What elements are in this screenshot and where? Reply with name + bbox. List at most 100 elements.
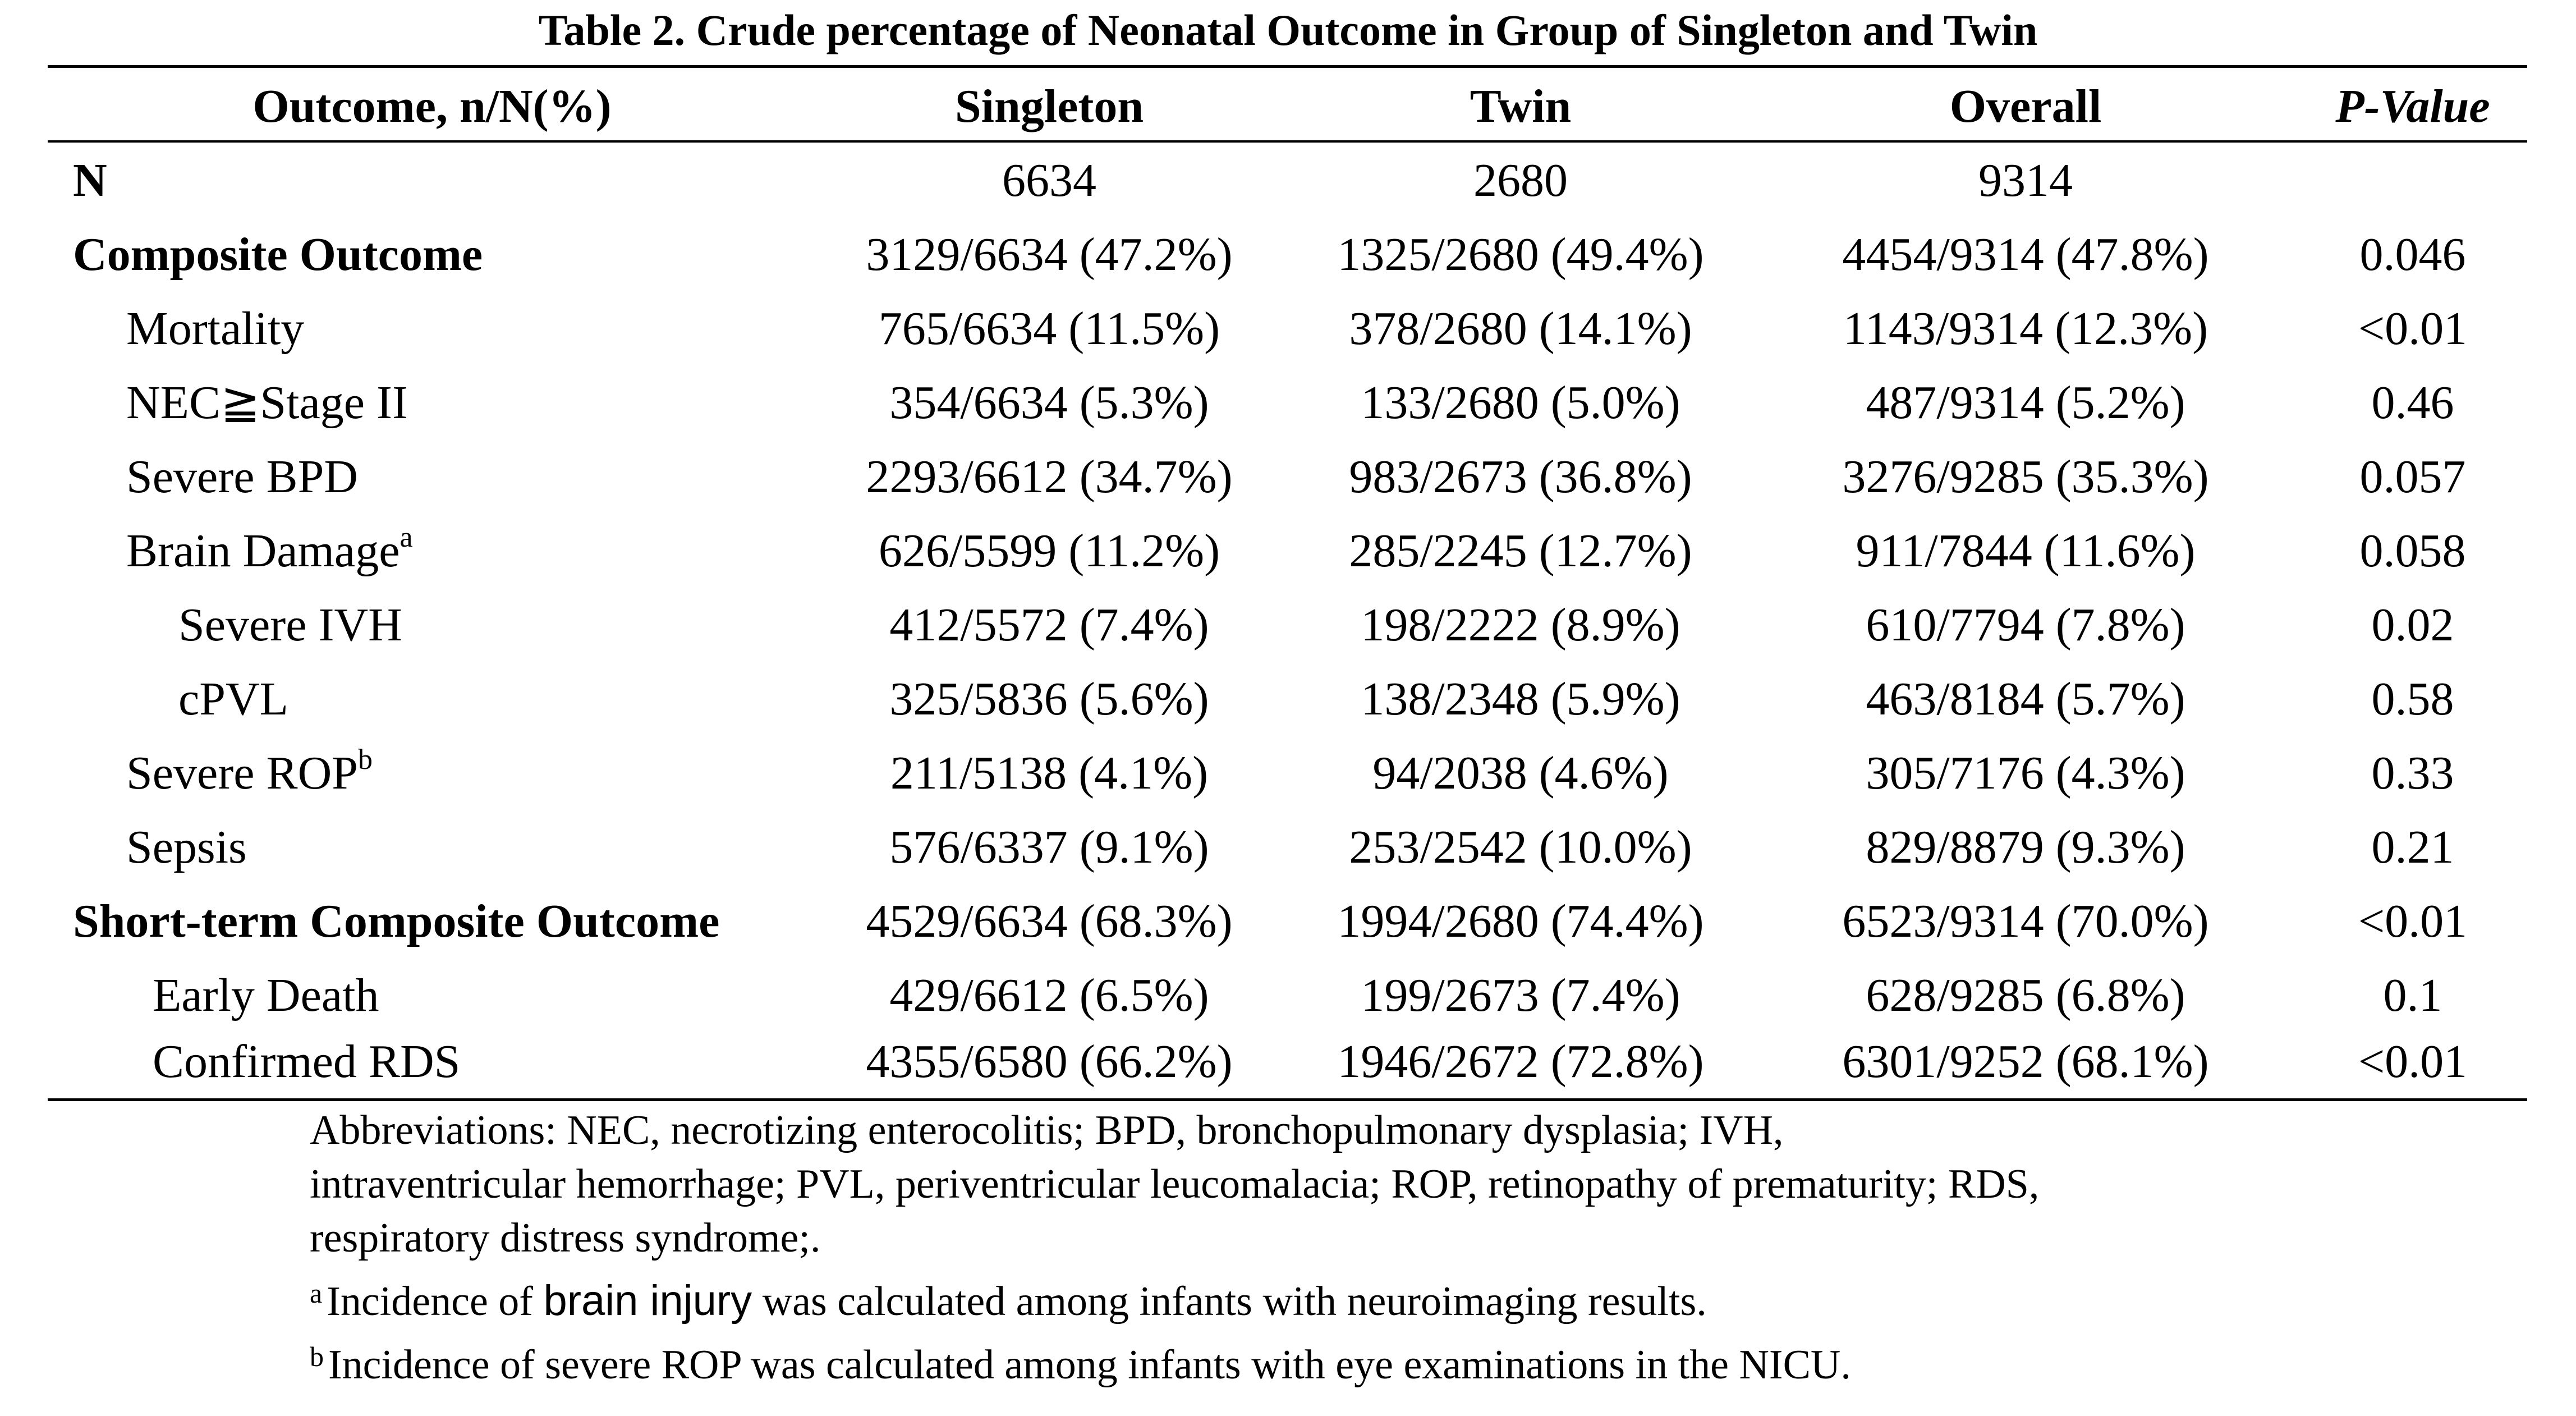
cell-overall: 4454/9314 (47.8%) <box>1842 228 2209 281</box>
cell-twin: 198/2222 (8.9%) <box>1361 599 1680 651</box>
cell-overall: 3276/9285 (35.3%) <box>1842 451 2209 503</box>
cell-singleton: 412/5572 (7.4%) <box>889 599 1209 651</box>
cell-overall: 463/8184 (5.7%) <box>1866 673 2185 725</box>
row-label: Early Death <box>153 969 379 1021</box>
cell-pvalue: <0.01 <box>2358 1035 2468 1088</box>
cell-pvalue: 0.058 <box>2359 525 2466 577</box>
cell-singleton: 3129/6634 (47.2%) <box>866 228 1233 281</box>
row-label: N <box>73 154 107 207</box>
row-label: Brain Damagea <box>126 514 413 588</box>
cell-overall: 610/7794 (7.8%) <box>1866 599 2185 651</box>
cell-pvalue: 0.21 <box>2371 821 2454 873</box>
row-label: NEC≧Stage II <box>126 377 408 429</box>
abbreviations-line: respiratory distress syndrome;. <box>310 1215 821 1261</box>
cell-singleton: 2293/6612 (34.7%) <box>866 451 1233 503</box>
header-twin: Twin <box>1470 80 1572 132</box>
cell-overall: 829/8879 (9.3%) <box>1866 821 2185 873</box>
table-header-rule <box>48 140 2527 143</box>
cell-pvalue: 0.046 <box>2359 228 2466 281</box>
footnote-marker: b <box>357 744 373 776</box>
table-row-brain-damage: Brain Damagea 626/5599 (11.2%) 285/2245 … <box>0 514 2576 588</box>
cell-overall: 6523/9314 (70.0%) <box>1842 895 2209 947</box>
table-row-severe-ivh: Severe IVH 412/5572 (7.4%) 198/2222 (8.9… <box>0 588 2576 662</box>
table-header-row: Outcome, n/N(%) Singleton Twin Overall P… <box>0 70 2576 144</box>
cell-twin: 1946/2672 (72.8%) <box>1337 1035 1704 1088</box>
cell-singleton: 4529/6634 (68.3%) <box>866 895 1233 947</box>
row-label: cPVL <box>178 673 288 725</box>
cell-pvalue: 0.33 <box>2371 747 2454 799</box>
cell-overall: 487/9314 (5.2%) <box>1866 377 2185 429</box>
cell-twin: 94/2038 (4.6%) <box>1372 747 1669 799</box>
cell-overall: 911/7844 (11.6%) <box>1856 525 2196 577</box>
footnote-b: b Incidence of severe ROP was calculated … <box>310 1338 1851 1396</box>
cell-pvalue <box>2244 144 2576 218</box>
row-label: Confirmed RDS <box>153 1035 461 1088</box>
cell-twin: 199/2673 (7.4%) <box>1361 969 1680 1021</box>
cell-singleton: 6634 <box>1002 154 1096 207</box>
footnote-a-text-after: was calculated among infants with neuroi… <box>752 1278 1707 1325</box>
cell-singleton: 576/6337 (9.1%) <box>889 821 1209 873</box>
table-row-early-death: Early Death 429/6612 (6.5%) 199/2673 (7.… <box>0 959 2576 1033</box>
table-row-sepsis: Sepsis 576/6337 (9.1%) 253/2542 (10.0%) … <box>0 810 2576 885</box>
cell-twin: 983/2673 (36.8%) <box>1349 451 1692 503</box>
cell-twin: 1994/2680 (74.4%) <box>1337 895 1704 947</box>
table-bottom-rule <box>48 1098 2527 1101</box>
row-label: Short-term Composite Outcome <box>73 895 720 947</box>
cell-pvalue: 0.46 <box>2371 377 2454 429</box>
abbreviations-footnote: Abbreviations: NEC, necrotizing enteroco… <box>310 1103 2039 1265</box>
cell-singleton: 429/6612 (6.5%) <box>889 969 1209 1021</box>
cell-pvalue: 0.58 <box>2371 673 2454 725</box>
footnote-a: a Incidence of brain injury was calculate… <box>310 1274 1707 1332</box>
table-row-n: N 6634 2680 9314 <box>0 144 2576 218</box>
table-row-severe-bpd: Severe BPD 2293/6612 (34.7%) 983/2673 (3… <box>0 440 2576 514</box>
table-row-cpvl: cPVL 325/5836 (5.6%) 138/2348 (5.9%) 463… <box>0 662 2576 736</box>
cell-pvalue: <0.01 <box>2358 895 2468 947</box>
row-label: Composite Outcome <box>73 228 483 281</box>
cell-singleton: 325/5836 (5.6%) <box>889 673 1209 725</box>
row-label: Severe IVH <box>178 599 402 651</box>
footnote-a-text-before: Incidence of <box>327 1278 544 1325</box>
header-outcome: Outcome, n/N(%) <box>252 80 612 132</box>
row-label: Severe BPD <box>126 451 358 503</box>
table-row-mortality: Mortality 765/6634 (11.5%) 378/2680 (14.… <box>0 292 2576 366</box>
cell-overall: 6301/9252 (68.1%) <box>1842 1035 2209 1088</box>
row-label-text: Severe ROP <box>126 747 358 799</box>
cell-twin: 1325/2680 (49.4%) <box>1337 228 1704 281</box>
table-row-nec: NEC≧Stage II 354/6634 (5.3%) 133/2680 (5… <box>0 366 2576 440</box>
footnote-b-text: Incidence of severe ROP was calculated a… <box>328 1342 1851 1388</box>
footnote-a-term: brain injury <box>543 1277 752 1325</box>
footnote-b-marker: b <box>310 1341 324 1372</box>
cell-singleton: 211/5138 (4.1%) <box>890 747 1209 799</box>
header-singleton: Singleton <box>954 80 1144 132</box>
table-top-rule <box>48 65 2527 68</box>
cell-twin: 133/2680 (5.0%) <box>1361 377 1680 429</box>
table-row-severe-rop: Severe ROPb 211/5138 (4.1%) 94/2038 (4.6… <box>0 736 2576 810</box>
row-label: Severe ROPb <box>126 736 373 810</box>
abbreviations-line: intraventricular hemorrhage; PVL, perive… <box>310 1161 2040 1207</box>
cell-pvalue: 0.057 <box>2359 451 2466 503</box>
row-label: Mortality <box>126 303 305 355</box>
row-label: Sepsis <box>126 821 247 873</box>
abbreviations-line: Abbreviations: NEC, necrotizing enteroco… <box>310 1107 1784 1153</box>
footnote-a-marker: a <box>310 1277 323 1309</box>
cell-pvalue: 0.1 <box>2383 969 2442 1021</box>
cell-twin: 285/2245 (12.7%) <box>1349 525 1692 577</box>
row-label-text: Brain Damage <box>126 525 400 577</box>
cell-overall: 305/7176 (4.3%) <box>1866 747 2185 799</box>
cell-singleton: 4355/6580 (66.2%) <box>866 1035 1233 1088</box>
cell-twin: 2680 <box>1473 154 1568 207</box>
cell-overall: 628/9285 (6.8%) <box>1866 969 2185 1021</box>
cell-singleton: 354/6634 (5.3%) <box>889 377 1209 429</box>
cell-pvalue: <0.01 <box>2358 303 2468 355</box>
cell-singleton: 626/5599 (11.2%) <box>878 525 1220 577</box>
cell-overall: 1143/9314 (12.3%) <box>1843 303 2208 355</box>
cell-twin: 378/2680 (14.1%) <box>1349 303 1692 355</box>
table-row-composite-outcome: Composite Outcome 3129/6634 (47.2%) 1325… <box>0 218 2576 292</box>
footnote-marker: a <box>400 521 413 553</box>
cell-twin: 138/2348 (5.9%) <box>1361 673 1680 725</box>
table-row-short-term-composite: Short-term Composite Outcome 4529/6634 (… <box>0 885 2576 959</box>
cell-singleton: 765/6634 (11.5%) <box>878 303 1220 355</box>
header-overall: Overall <box>1949 80 2102 132</box>
table-row-confirmed-rds: Confirmed RDS 4355/6580 (66.2%) 1946/267… <box>0 1025 2576 1099</box>
cell-pvalue: 0.02 <box>2371 599 2454 651</box>
